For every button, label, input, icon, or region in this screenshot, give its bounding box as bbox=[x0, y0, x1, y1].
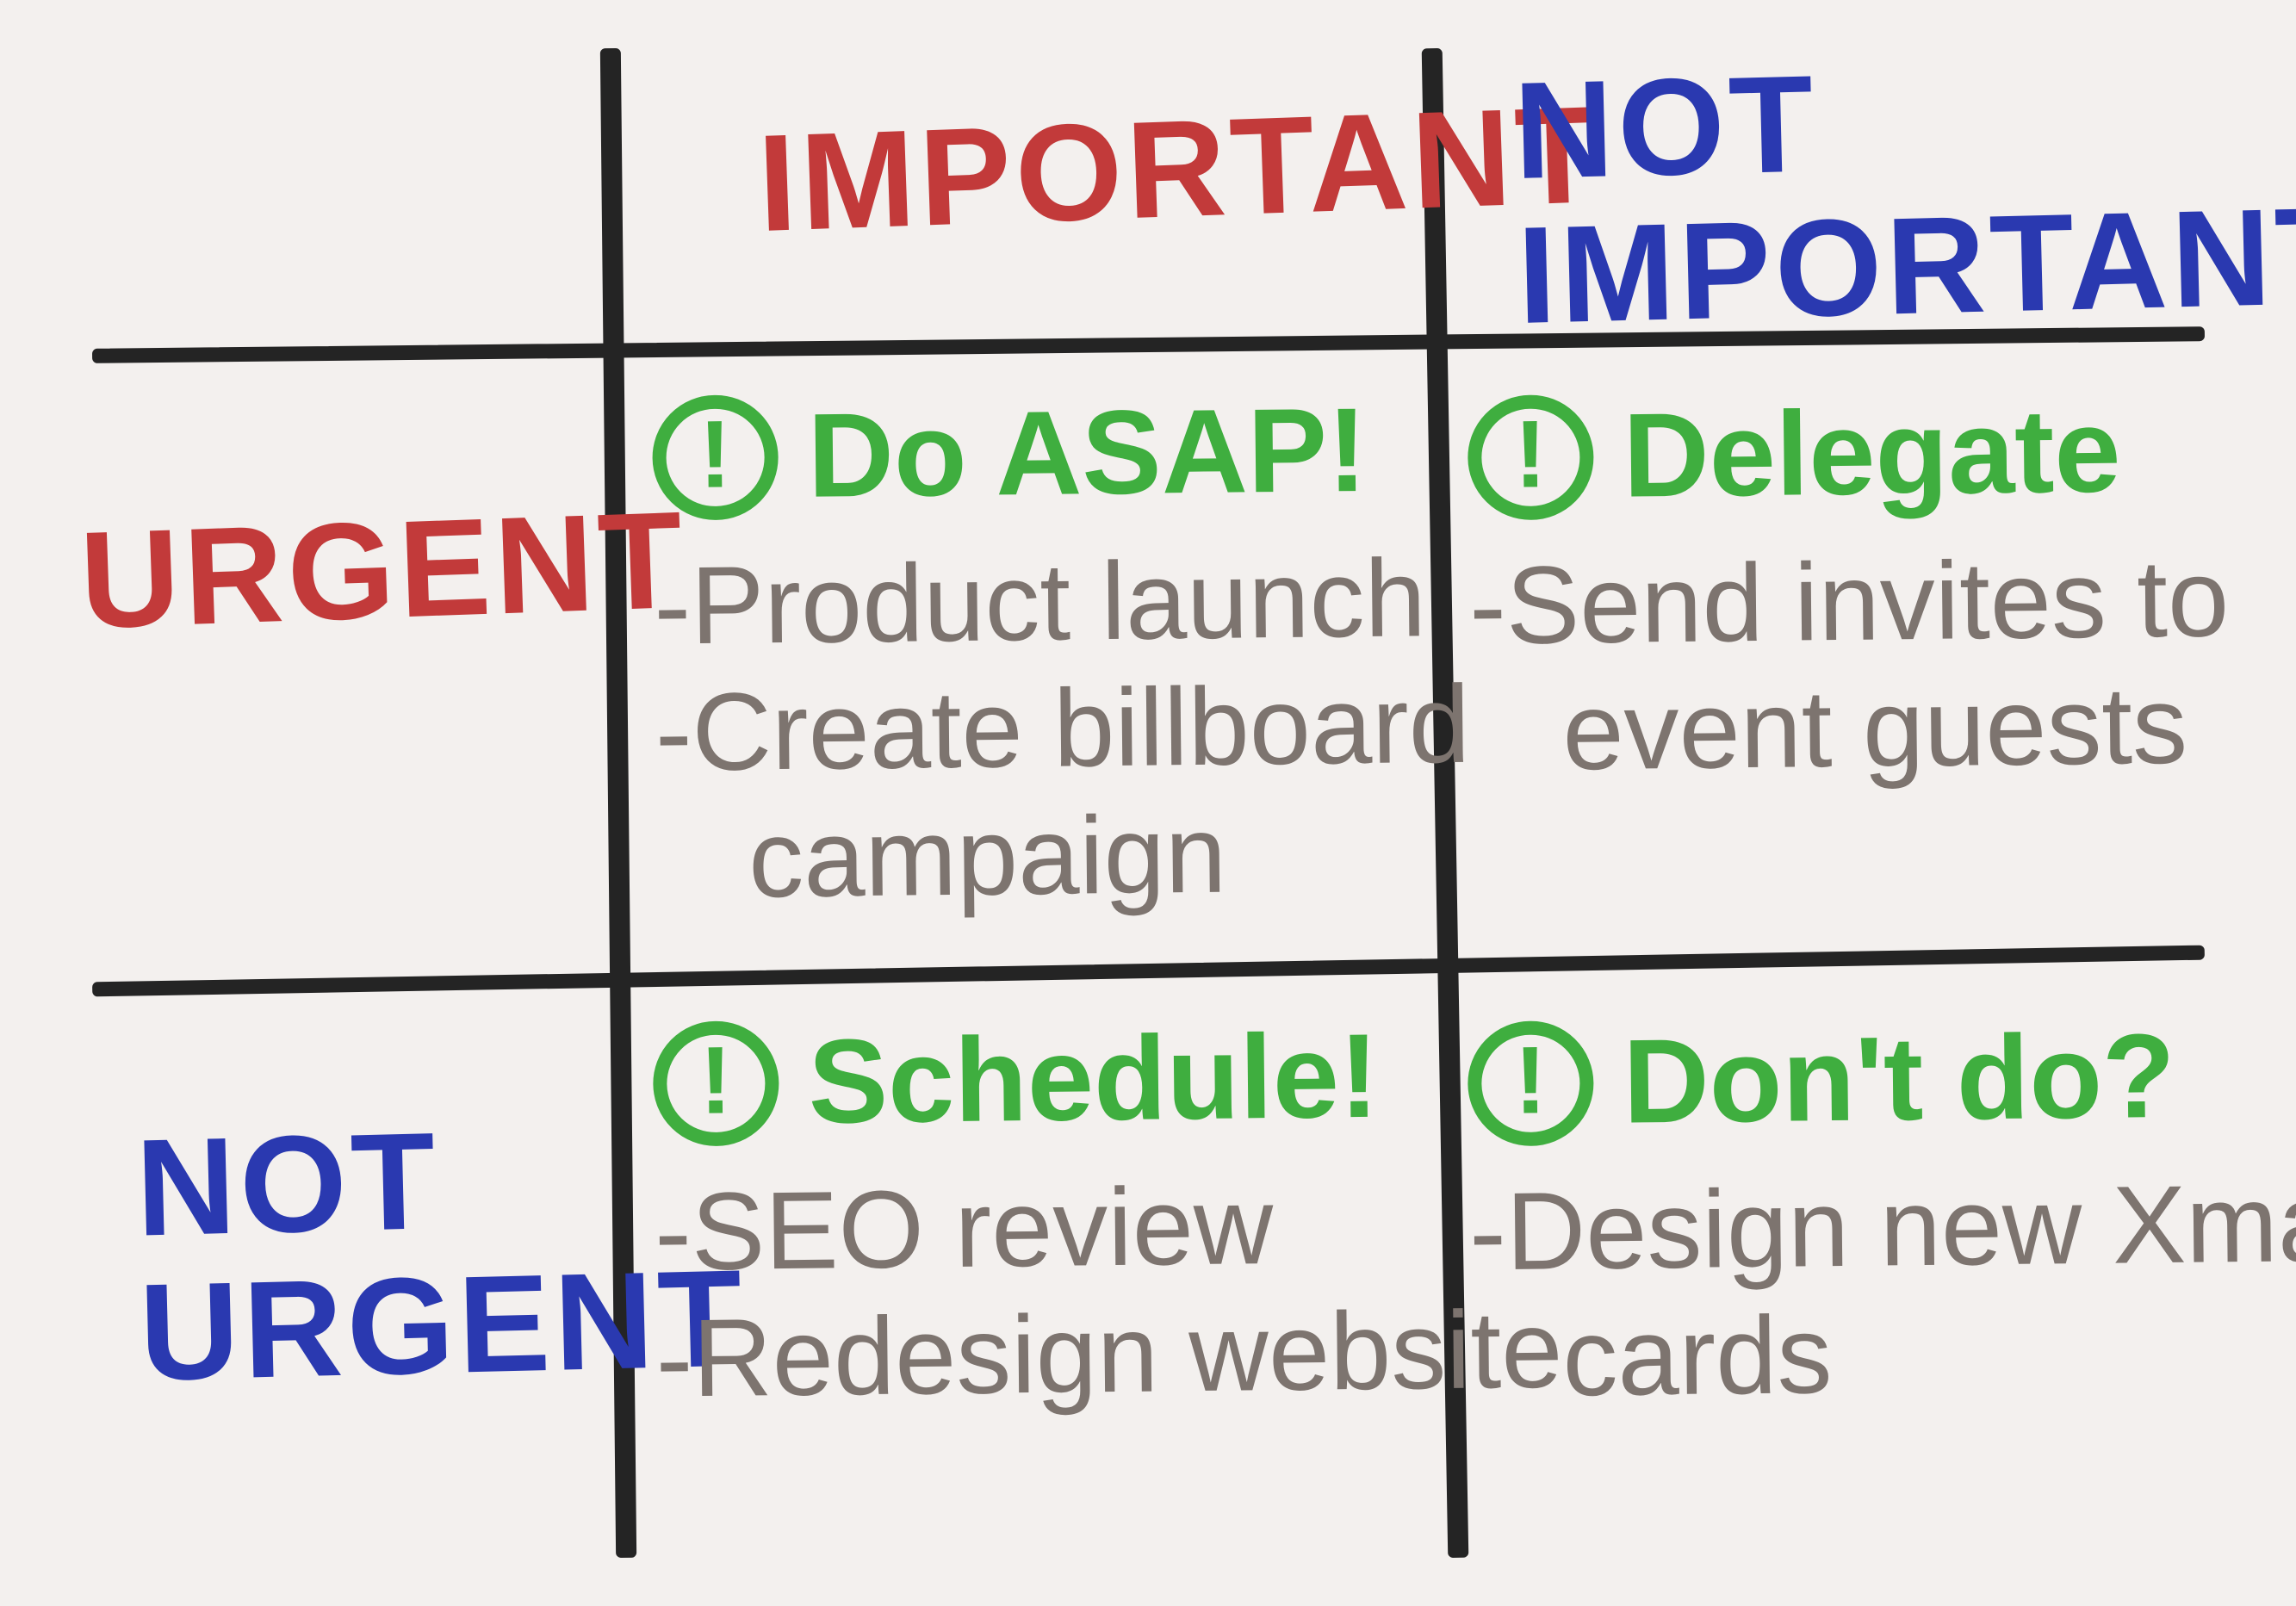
cell-items-delegate: -Send invites to event guests bbox=[1469, 535, 2206, 796]
exclamation-icon bbox=[1468, 394, 1594, 520]
cell-action-label: Do ASAP! bbox=[807, 382, 1368, 525]
cell-item: -SEO review bbox=[654, 1162, 1412, 1296]
eisenhower-matrix: IMPORTANTNOT IMPORTANTURGENTNOT URGENTDo… bbox=[0, 0, 2296, 1606]
cell-dont_do: Don't do?-Design new Xmas cards bbox=[1468, 1008, 2206, 1422]
exclamation-icon bbox=[1468, 1020, 1594, 1147]
cell-item: -Create billboard campaign bbox=[655, 661, 1415, 923]
column-header-not_important: NOT IMPORTANT bbox=[1512, 38, 2296, 348]
cell-action-delegate: Delegate bbox=[1468, 381, 2204, 526]
cell-items-do_asap: -Product launch-Create billboard campaig… bbox=[653, 535, 1414, 923]
cell-do_asap: Do ASAP!-Product launch-Create billboard… bbox=[652, 381, 1415, 923]
column-header-important: IMPORTANT bbox=[755, 82, 1605, 256]
cell-item: -Design new Xmas cards bbox=[1469, 1162, 2206, 1423]
cell-action-label: Schedule! bbox=[808, 1008, 1380, 1151]
cell-schedule: Schedule!-SEO review-Redesign website bbox=[652, 1008, 1414, 1423]
cell-action-label: Don't do? bbox=[1623, 1008, 2176, 1151]
cell-action-dont_do: Don't do? bbox=[1468, 1008, 2204, 1152]
exclamation-icon bbox=[652, 1020, 779, 1147]
cell-action-schedule: Schedule! bbox=[652, 1008, 1411, 1152]
cell-item: -Send invites to event guests bbox=[1469, 535, 2206, 796]
cell-item: -Redesign website bbox=[655, 1288, 1414, 1423]
cell-action-do_asap: Do ASAP! bbox=[652, 381, 1411, 526]
exclamation-icon bbox=[652, 394, 779, 520]
cell-delegate: Delegate-Send invites to event guests bbox=[1468, 381, 2206, 796]
cell-items-dont_do: -Design new Xmas cards bbox=[1469, 1162, 2206, 1423]
row-header-urgent: URGENT bbox=[78, 487, 690, 653]
cell-items-schedule: -SEO review-Redesign website bbox=[654, 1162, 1414, 1423]
cell-action-label: Delegate bbox=[1623, 382, 2121, 524]
grid-line-horizontal-2 bbox=[92, 946, 2205, 997]
cell-item: -Product launch bbox=[653, 535, 1412, 669]
